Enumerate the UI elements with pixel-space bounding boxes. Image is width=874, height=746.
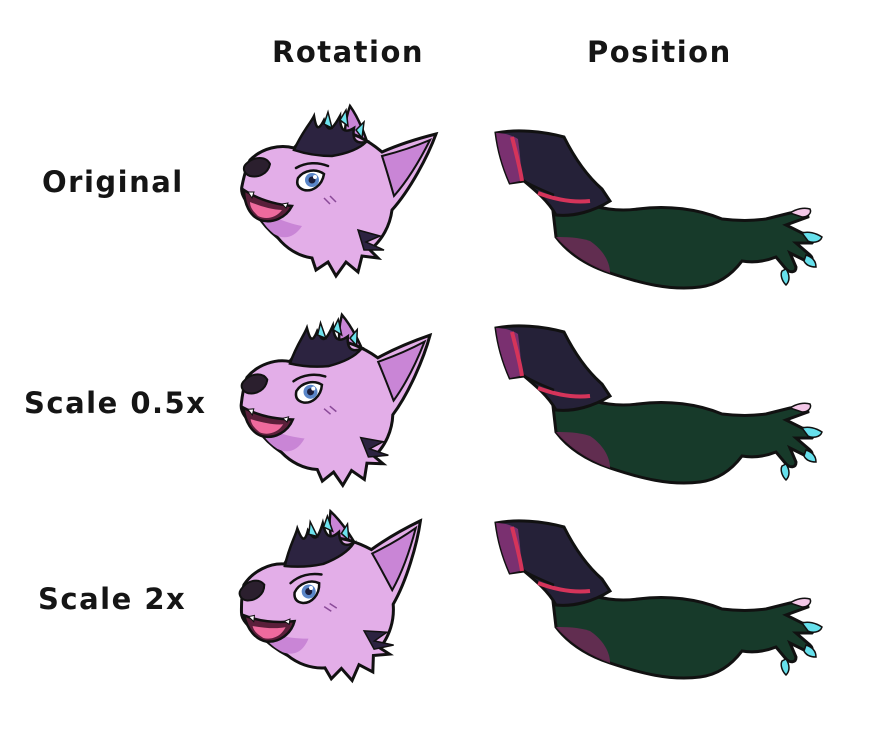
arm-original [494, 128, 824, 290]
arm-scale-half [494, 323, 824, 485]
wolf-head-scale-half [232, 308, 444, 496]
row-label-scale-half: Scale 0.5x [24, 386, 207, 420]
column-header-rotation: Rotation [272, 35, 425, 69]
wolf-head-scale-double [232, 505, 444, 695]
wolf-head-original [240, 104, 438, 278]
row-label-scale-double: Scale 2x [38, 582, 187, 616]
row-label-original: Original [42, 165, 184, 199]
column-header-position: Position [587, 35, 732, 69]
arm-scale-double [494, 518, 824, 680]
